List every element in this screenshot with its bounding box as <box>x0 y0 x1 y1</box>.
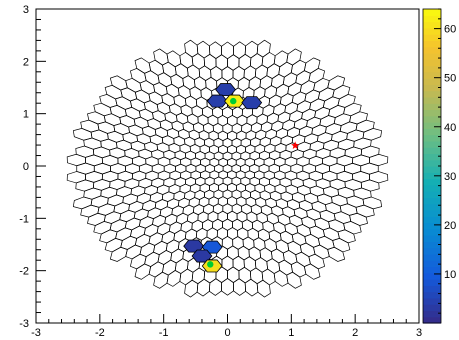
colorbar-segment <box>423 140 441 148</box>
colorbar-segment <box>423 59 441 67</box>
colorbar-segment <box>423 279 441 286</box>
y-axis: -3 -2 -1 0 1 2 3 <box>19 4 46 330</box>
y-tick-label: -2 <box>19 266 29 278</box>
colorbar-segment <box>423 128 441 136</box>
colorbar-segment <box>423 115 441 123</box>
y-tick-label: 2 <box>23 56 29 68</box>
colorbar-tick-label: 20 <box>444 220 456 232</box>
colorbar-segment <box>423 178 441 186</box>
colorbar-segment <box>423 222 441 230</box>
colorbar: 10 20 30 40 50 60 <box>422 8 456 324</box>
y-tick-label: 0 <box>23 161 29 173</box>
colorbar-segment <box>423 96 441 104</box>
y-tick-label: 1 <box>23 109 29 121</box>
colorbar-segment <box>423 103 441 111</box>
colorbar-segment <box>423 147 441 155</box>
hit-cell <box>215 83 236 97</box>
colorbar-segment <box>423 122 441 129</box>
colorbar-segment <box>423 78 441 85</box>
colorbar-segment <box>423 247 441 255</box>
circle-marker <box>230 97 237 105</box>
colorbar-segment <box>423 235 441 242</box>
x-axis: -3 -2 -1 0 1 2 3 <box>31 314 422 339</box>
colorbar-segment <box>423 15 441 23</box>
colorbar-segment <box>423 27 441 35</box>
colorbar-segment <box>423 172 441 180</box>
colorbar-segment <box>423 153 441 161</box>
colorbar-segment <box>423 9 441 16</box>
colorbar-segment <box>423 203 441 211</box>
colorbar-segment <box>423 285 441 293</box>
colorbar-segment <box>423 209 441 217</box>
hit-cell <box>241 96 263 110</box>
colorbar-segment <box>423 159 441 167</box>
colorbar-segment <box>423 52 441 60</box>
x-tick-label: 2 <box>352 327 358 339</box>
hex-cell <box>286 48 302 66</box>
colorbar-segment <box>423 184 441 192</box>
hex-cell <box>303 57 321 74</box>
colorbar-tick-label: 50 <box>444 73 456 85</box>
colorbar-segment <box>423 241 441 249</box>
colorbar-tick-label: 40 <box>444 122 456 134</box>
colorbar-segment <box>423 84 441 92</box>
x-tick-label: 0 <box>224 327 230 339</box>
hexagon-grid <box>66 39 389 298</box>
x-tick-label: -1 <box>159 327 169 339</box>
colorbar-segment <box>423 228 441 236</box>
colorbar-tick-label: 60 <box>444 24 456 36</box>
hex-cell <box>327 75 346 91</box>
x-tick-label: 1 <box>288 327 294 339</box>
x-tick-label: -3 <box>31 327 41 339</box>
colorbar-segment <box>423 253 441 261</box>
colorbar-segment <box>423 266 441 274</box>
colorbar-segment <box>423 304 441 312</box>
colorbar-segment <box>423 65 441 73</box>
colorbar-segment <box>423 40 441 48</box>
x-tick-label: 3 <box>416 327 422 339</box>
circle-marker <box>207 261 214 268</box>
y-tick-label: -3 <box>19 318 29 330</box>
colorbar-segment <box>423 71 441 79</box>
colorbar-segment <box>423 134 441 142</box>
colorbar-segment <box>423 109 441 117</box>
x-tick-label: -2 <box>95 327 105 339</box>
colorbar-segment <box>423 197 441 205</box>
hex-cell <box>256 39 271 58</box>
colorbar-segment <box>423 310 441 318</box>
y-tick-label: -1 <box>19 213 29 225</box>
star-marker <box>291 141 300 149</box>
colorbar-segment <box>423 191 441 198</box>
y-tick-label: 3 <box>23 4 29 16</box>
colorbar-segment <box>423 21 441 29</box>
colorbar-segment <box>423 46 441 54</box>
markers <box>207 97 300 268</box>
colorbar-segment <box>423 34 441 41</box>
colorbar-segment <box>423 291 441 299</box>
colorbar-segment <box>423 272 441 280</box>
colorbar-segment <box>423 297 441 305</box>
colorbar-segment <box>423 216 441 224</box>
colorbar-segment <box>423 90 441 98</box>
colorbar-tick-label: 10 <box>444 269 456 281</box>
colorbar-segment <box>423 316 441 324</box>
colorbar-segment <box>423 260 441 268</box>
colorbar-tick-label: 30 <box>444 171 456 183</box>
hit-cell <box>206 94 228 108</box>
colorbar-segment <box>423 166 441 173</box>
